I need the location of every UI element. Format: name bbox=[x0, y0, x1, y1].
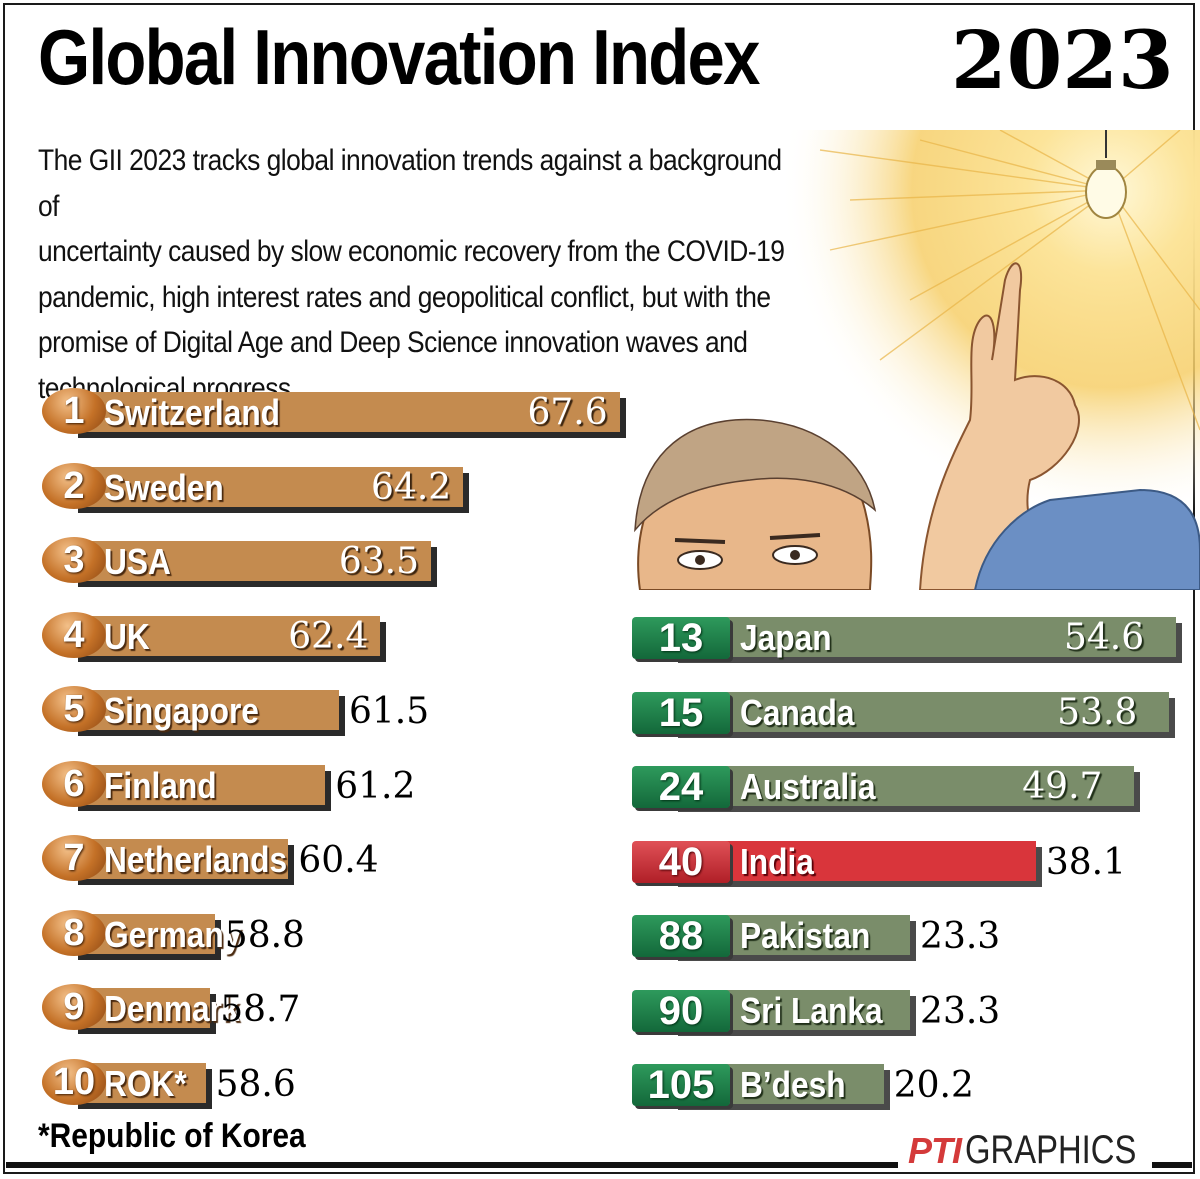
value-label: 53.8 bbox=[1057, 691, 1138, 733]
top10-row: 2 Sweden 64.2 bbox=[42, 459, 722, 509]
rank-badge: 90 bbox=[632, 989, 730, 1032]
country-label: USA bbox=[104, 541, 171, 582]
value-label: 58.8 bbox=[224, 914, 305, 956]
bottom-rule bbox=[1152, 1162, 1192, 1168]
rank-badge: 9 bbox=[42, 984, 106, 1030]
bar-netherlands bbox=[72, 839, 289, 879]
rank-badge: 3 bbox=[42, 537, 106, 583]
value-label: 49.7 bbox=[1022, 766, 1103, 807]
bar-japan bbox=[672, 617, 1177, 657]
top10-row: 3 USA 63.5 bbox=[42, 533, 722, 583]
intro-line: promise of Digital Age and Deep Science … bbox=[38, 326, 748, 360]
value-label: 64.2 bbox=[371, 466, 452, 508]
other-row: 24 Australia 49.7 bbox=[632, 758, 1192, 808]
country-label: Netherlands bbox=[104, 839, 288, 880]
rank-badge: 5 bbox=[42, 686, 106, 732]
top10-row: 6 Finland 61.2 bbox=[42, 757, 722, 807]
country-label: Sri Lanka bbox=[740, 989, 883, 1031]
value-label: 54.6 bbox=[1063, 617, 1145, 658]
bar-uk bbox=[72, 615, 381, 656]
rank-badge: 13 bbox=[632, 617, 730, 659]
value-label: 62.4 bbox=[288, 615, 369, 657]
rank-badge: 7 bbox=[42, 835, 106, 881]
top10-row: 1 Switzerland 67.6 bbox=[42, 384, 722, 434]
country-label: UK bbox=[104, 615, 150, 657]
other-row: 40 India 38.1 bbox=[632, 833, 1192, 883]
other-row: 15 Canada 53.8 bbox=[632, 684, 1192, 734]
country-label: B’desh bbox=[740, 1064, 846, 1105]
intro-line: uncertainty caused by slow economic reco… bbox=[38, 235, 785, 269]
country-label: Switzerland bbox=[104, 392, 281, 433]
value-label: 23.3 bbox=[920, 990, 1001, 1032]
country-label: Singapore bbox=[104, 690, 259, 731]
bar-usa bbox=[72, 541, 431, 581]
country-label: Australia bbox=[740, 766, 876, 807]
bar-finland bbox=[72, 764, 326, 805]
value-label: 60.4 bbox=[298, 840, 379, 881]
value-label: 23.3 bbox=[920, 916, 1001, 957]
country-label: Pakistan bbox=[740, 915, 871, 956]
country-label: Canada bbox=[740, 691, 855, 733]
bar-australia bbox=[672, 766, 1135, 806]
top10-row: 10 ROK* 58.6 bbox=[42, 1055, 722, 1105]
value-label: 38.1 bbox=[1045, 841, 1126, 883]
intro-line: The GII 2023 tracks global innovation tr… bbox=[38, 144, 782, 223]
rank-badge: 6 bbox=[42, 760, 106, 807]
country-label: Germany bbox=[104, 913, 242, 955]
bar-india bbox=[672, 840, 1036, 881]
top10-row: 4 UK 62.4 bbox=[42, 608, 722, 658]
other-row: 105 B’desh 20.2 bbox=[632, 1056, 1192, 1106]
bar-sweden bbox=[72, 466, 464, 507]
country-label: India bbox=[740, 840, 814, 882]
country-label: Denmark bbox=[104, 988, 240, 1029]
footnote: *Republic of Korea bbox=[38, 1117, 306, 1155]
country-label: Finland bbox=[104, 764, 217, 806]
value-label: 61.5 bbox=[349, 691, 430, 732]
top10-row: 5 Singapore 61.5 bbox=[42, 682, 722, 732]
credit-label: GRAPHICS bbox=[965, 1128, 1137, 1172]
top10-row: 7 Netherlands 60.4 bbox=[42, 831, 722, 881]
country-label: ROK* bbox=[104, 1062, 187, 1104]
bottom-rule bbox=[6, 1162, 898, 1168]
rank-badge: 105 bbox=[632, 1064, 730, 1106]
rank-badge: 8 bbox=[42, 909, 106, 956]
intro-text: The GII 2023 tracks global innovation tr… bbox=[38, 138, 808, 412]
top10-row: 9 Denmark 58.7 bbox=[42, 980, 722, 1030]
rank-badge: 15 bbox=[632, 691, 730, 734]
other-row: 88 Pakistan 23.3 bbox=[632, 907, 1192, 957]
value-label: 63.5 bbox=[338, 541, 419, 582]
title-year: 2023 bbox=[951, 13, 1174, 107]
other-row: 13 Japan 54.6 bbox=[632, 609, 1192, 659]
lightbulb-illustration bbox=[634, 130, 1200, 590]
country-label: Sweden bbox=[104, 466, 224, 508]
value-label: 58.6 bbox=[215, 1063, 296, 1105]
rank-badge: 1 bbox=[42, 388, 106, 434]
rank-badge: 88 bbox=[632, 915, 730, 957]
bar-canada bbox=[672, 691, 1170, 732]
bar-switzerland bbox=[72, 392, 620, 432]
country-label: Japan bbox=[740, 617, 832, 658]
value-label: 58.7 bbox=[220, 989, 301, 1030]
bar-singapore bbox=[72, 690, 339, 730]
intro-line: pandemic, high interest rates and geopol… bbox=[38, 280, 771, 314]
other-row: 90 Sri Lanka 23.3 bbox=[632, 982, 1192, 1032]
title-text: Global Innovation Index bbox=[38, 13, 760, 101]
value-label: 67.6 bbox=[527, 392, 608, 433]
rank-badge: 10 bbox=[42, 1058, 106, 1105]
value-label: 61.2 bbox=[335, 765, 416, 807]
credit: PTI GRAPHICS bbox=[908, 1128, 1174, 1178]
pti-logo: PTI bbox=[908, 1129, 962, 1171]
value-label: 20.2 bbox=[893, 1065, 974, 1106]
rank-badge: 24 bbox=[632, 766, 730, 808]
rank-badge: 40 bbox=[632, 840, 730, 883]
rank-badge: 2 bbox=[42, 462, 106, 509]
rank-badge: 4 bbox=[42, 611, 106, 658]
chart-title: Global Innovation Index 2023 bbox=[38, 13, 1174, 101]
top10-row: 8 Germany 58.8 bbox=[42, 906, 722, 956]
